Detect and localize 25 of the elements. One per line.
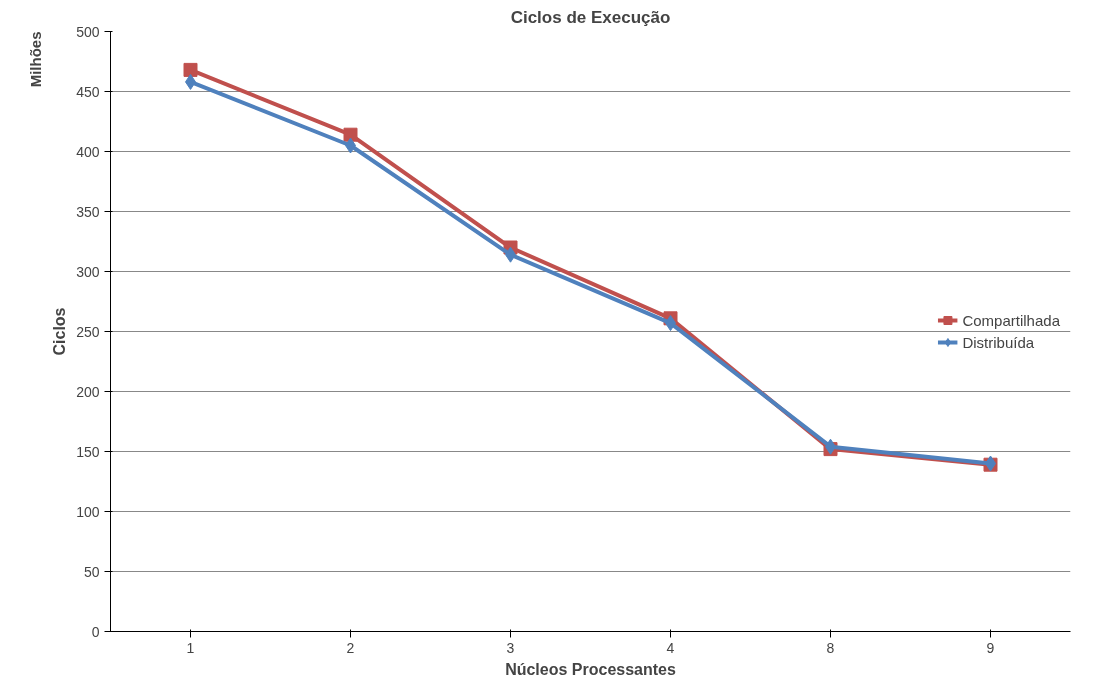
y-tick-label: 450 — [76, 83, 100, 100]
y-tick-label: 300 — [76, 263, 100, 280]
legend-label: Distribuída — [962, 333, 1035, 351]
x-tick-label: 4 — [666, 639, 675, 656]
point — [343, 127, 358, 142]
x-tick-label: 9 — [986, 639, 995, 656]
y-tick-label: 50 — [83, 563, 100, 580]
y-tick-label: 200 — [76, 383, 100, 400]
x-tick-label: 2 — [346, 639, 355, 656]
x-axis-title: Núcleos Processantes — [505, 660, 676, 678]
text: Milhões — [26, 31, 44, 88]
chart-title: Ciclos de Execução — [510, 7, 671, 27]
y-tick-label: 0 — [91, 623, 100, 640]
y-tick-label: 100 — [76, 503, 100, 520]
x-tick-label: 3 — [506, 639, 515, 656]
point — [183, 62, 198, 77]
y-tick-label: 350 — [76, 203, 100, 220]
y-tick-label: 500 — [76, 23, 100, 40]
x-tick-label: 1 — [186, 639, 195, 656]
y-tick-label: 250 — [76, 323, 100, 340]
y-tick-label: 150 — [76, 443, 100, 460]
x-tick-label: 8 — [826, 639, 835, 656]
y-axis-title: Ciclos — [51, 307, 69, 356]
y-tick-label: 400 — [76, 143, 100, 160]
legend-label: Compartilhada — [962, 311, 1060, 329]
